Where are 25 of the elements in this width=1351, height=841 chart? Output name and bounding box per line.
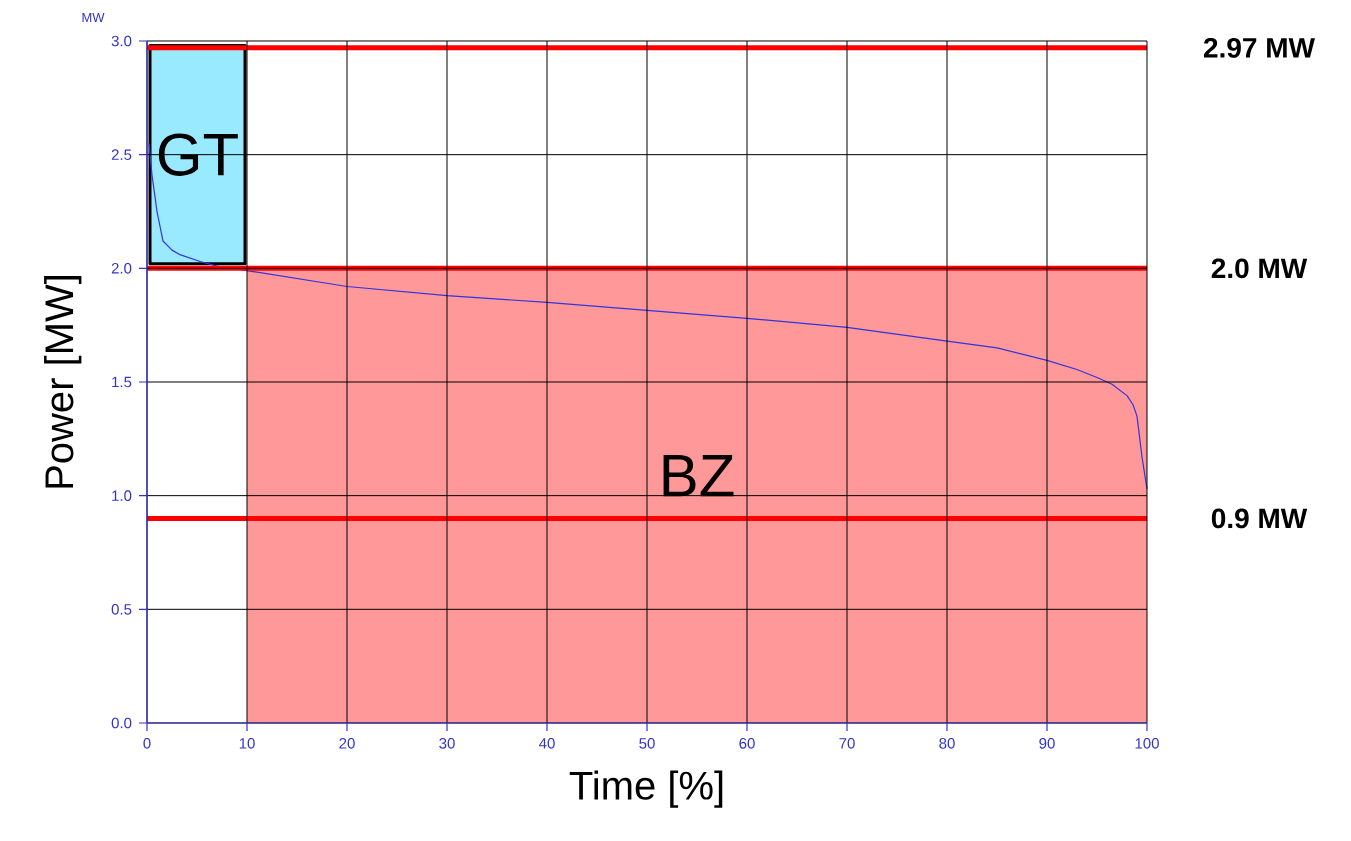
y-tick-label: 1.5 bbox=[112, 376, 132, 388]
x-tick-label: 90 bbox=[1039, 738, 1055, 749]
x-tick-label: 10 bbox=[239, 738, 255, 749]
ref-line-label: 0.9 MW bbox=[1211, 508, 1308, 529]
text: MW bbox=[82, 12, 105, 22]
y-tick-label: 2.5 bbox=[111, 149, 132, 160]
y-tick-label: 1.0 bbox=[112, 490, 132, 501]
x-tick-label: 50 bbox=[639, 738, 655, 749]
series-label: BZ bbox=[663, 455, 734, 497]
ref-line-label: 2.0 MW bbox=[1211, 258, 1308, 279]
x-tick-label: 80 bbox=[939, 738, 955, 749]
x-tick-label: 30 bbox=[439, 738, 455, 749]
x-tick-label: 20 bbox=[339, 738, 355, 749]
y-tick-label: 0.0 bbox=[111, 717, 132, 729]
x-tick-label: 60 bbox=[739, 738, 755, 749]
x-axis-title: Time [%] bbox=[569, 770, 723, 808]
y-tick-label: 0.5 bbox=[111, 604, 132, 615]
y-axis-title: Power [MW] bbox=[44, 276, 82, 488]
x-tick-label: 100 bbox=[1135, 738, 1159, 749]
x-tick-label: 70 bbox=[839, 738, 855, 749]
x-tick-label: 0 bbox=[143, 738, 151, 749]
y-tick-label: 2.0 bbox=[111, 263, 132, 274]
y-tick-label: 3.0 bbox=[111, 35, 132, 47]
ref-line-label: 2.97 MW bbox=[1203, 37, 1315, 58]
x-tick-label: 40 bbox=[539, 738, 555, 749]
